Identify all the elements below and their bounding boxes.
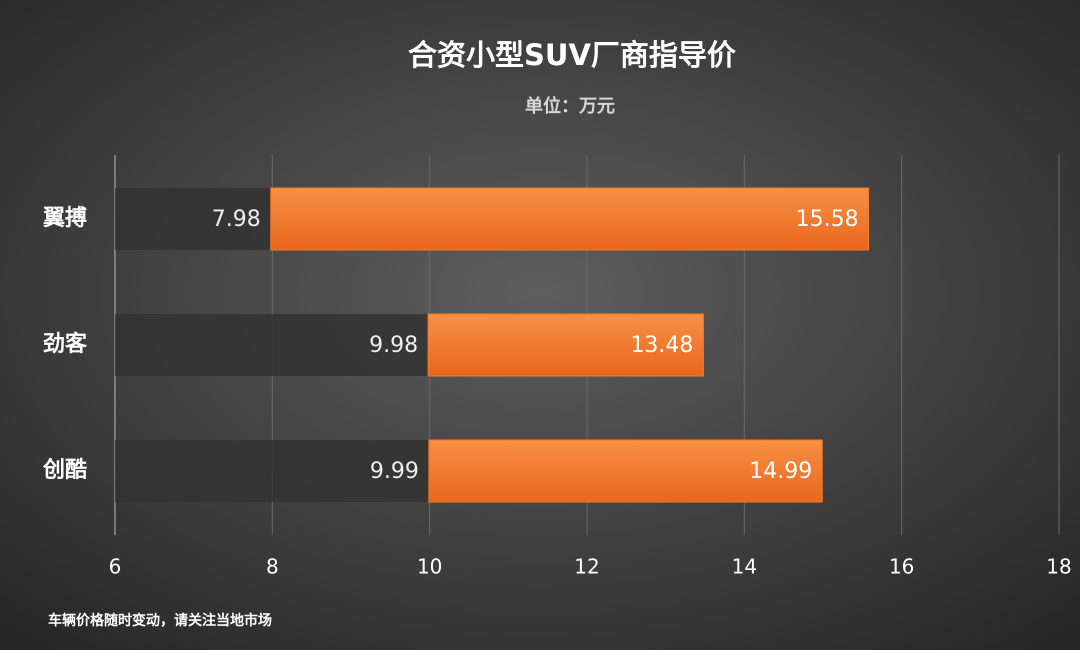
low-label: 9.98 xyxy=(369,333,418,358)
y-tick-label: 创酷 xyxy=(42,458,87,483)
range-bar xyxy=(428,439,823,503)
x-tick-label: 14 xyxy=(732,555,757,579)
low-label: 9.99 xyxy=(370,459,419,484)
x-tick-label: 12 xyxy=(574,555,599,579)
range-bar xyxy=(427,313,704,377)
x-tick-label: 18 xyxy=(1046,555,1071,579)
range-base xyxy=(115,188,271,250)
chart-subtitle: 单位：万元 xyxy=(525,95,615,117)
x-tick-label: 8 xyxy=(266,555,279,579)
chart-title: 合资小型SUV厂商指导价 xyxy=(408,38,737,72)
low-label: 7.98 xyxy=(212,207,261,232)
x-tick-label: 6 xyxy=(109,555,122,579)
high-label: 15.58 xyxy=(796,207,859,232)
y-tick-label: 翼搏 xyxy=(43,205,87,231)
footnote: 车辆价格随时变动，请关注当地市场 xyxy=(48,612,272,629)
y-tick-label: 劲客 xyxy=(43,331,88,357)
high-label: 13.48 xyxy=(630,333,693,358)
x-tick-label: 16 xyxy=(889,555,914,579)
range-base xyxy=(115,314,429,376)
x-tick-label: 10 xyxy=(417,555,442,579)
range-base xyxy=(115,440,429,502)
range-bar xyxy=(270,187,870,251)
high-label: 14.99 xyxy=(749,459,812,484)
